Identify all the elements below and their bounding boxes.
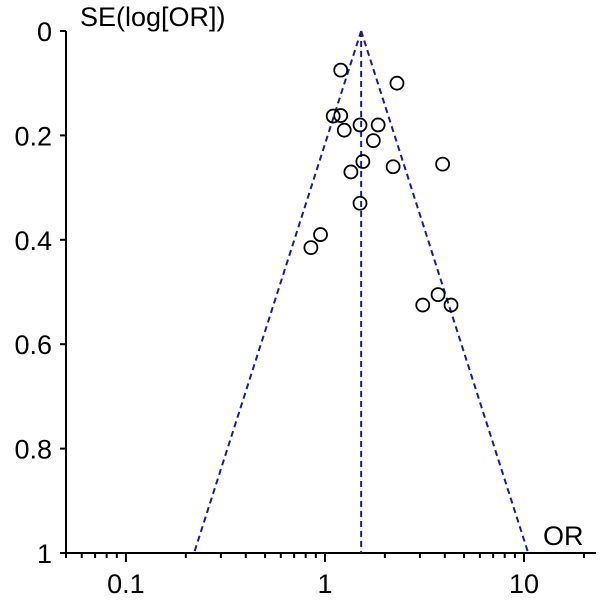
axes <box>65 31 596 554</box>
study-point <box>435 156 451 172</box>
study-point <box>313 227 328 242</box>
study-point <box>352 117 368 133</box>
y-axis-ticks: 0 0.2 0.4 0.6 0.8 1 <box>14 17 66 569</box>
y-tick-label: 0.4 <box>14 226 52 256</box>
study-point <box>415 297 431 313</box>
study-point <box>333 108 349 123</box>
study-point <box>303 240 319 256</box>
x-tick-label: 1 <box>317 569 332 599</box>
study-point <box>343 164 359 180</box>
study-point <box>355 154 371 169</box>
funnel-left-limit <box>193 30 363 554</box>
y-tick-label: 0.6 <box>14 330 52 360</box>
study-point <box>430 287 446 303</box>
study-point <box>365 133 381 149</box>
x-axis-ticks: 0.1 1 10 <box>65 553 585 599</box>
x-axis-title: OR <box>543 521 584 551</box>
y-tick-label: 0.8 <box>14 435 52 465</box>
study-point <box>385 159 401 175</box>
study-point <box>336 122 352 138</box>
study-point <box>352 195 368 211</box>
study-point <box>325 108 341 124</box>
study-points <box>303 62 459 313</box>
x-tick-label: 0.1 <box>107 569 145 599</box>
funnel-lines <box>193 30 530 554</box>
y-axis-title: SE(log[OR]) <box>80 2 226 32</box>
y-tick-label: 0 <box>37 17 52 47</box>
study-point <box>443 297 459 313</box>
study-point <box>333 62 349 78</box>
study-point <box>389 75 405 91</box>
y-tick-label: 1 <box>37 539 52 569</box>
study-point <box>370 117 386 133</box>
y-tick-label: 0.2 <box>14 121 52 151</box>
x-tick-label: 10 <box>509 569 539 599</box>
